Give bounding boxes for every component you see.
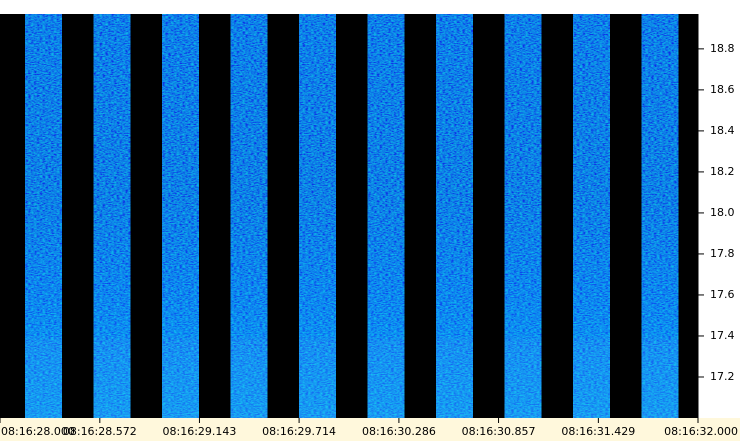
data-column bbox=[504, 14, 542, 418]
x-tick-label: 08:16:30.286 bbox=[362, 425, 436, 438]
y-tick-label: 17.6 bbox=[710, 288, 735, 301]
data-column bbox=[573, 14, 610, 418]
x-tick-label: 08:16:28.572 bbox=[63, 425, 137, 438]
y-tick-label: 18.6 bbox=[710, 83, 735, 96]
spectrogram-columns bbox=[25, 14, 679, 418]
data-column bbox=[641, 14, 679, 418]
y-tick-label: 18.0 bbox=[710, 206, 735, 219]
x-tick-label: 08:16:29.714 bbox=[262, 425, 336, 438]
x-axis-band bbox=[0, 418, 740, 441]
data-column bbox=[25, 14, 62, 418]
x-tick-label: 08:16:28.000 bbox=[1, 425, 75, 438]
axes: 17.2 17.4 17.6 17.8 18.0 18.2 18.4 18.6 18.8 08:1… bbox=[0, 42, 738, 438]
y-tick-label: 17.2 bbox=[710, 370, 735, 383]
y-tick-label: 18.8 bbox=[710, 42, 735, 55]
x-tick-label: 08:16:29.143 bbox=[163, 425, 237, 438]
top-margin bbox=[0, 0, 698, 14]
data-column bbox=[436, 14, 473, 418]
data-column bbox=[230, 14, 268, 418]
y-tick-label: 17.4 bbox=[710, 329, 735, 342]
y-tick-label: 17.8 bbox=[710, 247, 735, 260]
x-tick-label: 08:16:30.857 bbox=[462, 425, 536, 438]
data-column bbox=[93, 14, 131, 418]
y-tick-label: 18.4 bbox=[710, 124, 735, 137]
data-column bbox=[367, 14, 405, 418]
data-column bbox=[299, 14, 336, 418]
x-tick-label: 08:16:32.000 bbox=[664, 425, 738, 438]
x-tick-label: 08:16:31.429 bbox=[561, 425, 635, 438]
y-tick-label: 18.2 bbox=[710, 165, 735, 178]
data-column bbox=[162, 14, 199, 418]
